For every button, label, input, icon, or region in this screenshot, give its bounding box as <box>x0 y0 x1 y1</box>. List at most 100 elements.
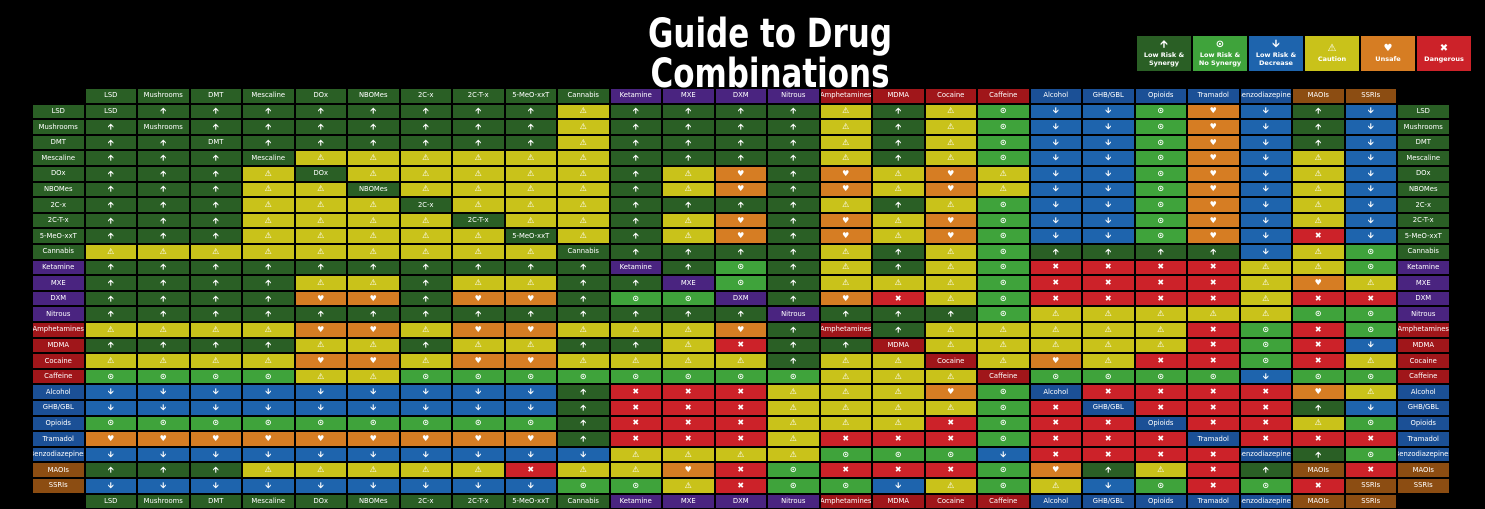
interaction-cell: 🡫 <box>1239 212 1292 229</box>
interaction-cell: 🡩 <box>609 197 662 213</box>
interaction-cell: ♥ <box>189 431 242 447</box>
interaction-cell: ⊙ <box>662 368 715 385</box>
interaction-cell: ⚠ <box>819 259 872 276</box>
interaction-cell: ♥ <box>1187 166 1240 182</box>
interaction-cell: ✖ <box>1187 337 1240 354</box>
interaction-cell: 🡩 <box>714 150 767 166</box>
interaction-cell: ♥ <box>504 322 557 338</box>
interaction-cell: 🡩 <box>557 275 610 291</box>
legend-item: ♥ Unsafe <box>1361 36 1415 71</box>
interaction-cell: ♥ <box>1292 275 1345 291</box>
interaction-cell: ⚠ <box>294 462 347 478</box>
interaction-cell: ⚠ <box>872 384 925 400</box>
interaction-cell: ⚠ <box>1292 259 1345 276</box>
interaction-cell: 🡩 <box>84 228 137 244</box>
interaction-cell: ⚠ <box>399 181 452 198</box>
row-label-left: 2C-T-x <box>32 212 85 229</box>
interaction-cell: ✖ <box>609 431 662 447</box>
interaction-cell: ⚠ <box>452 337 505 354</box>
column-header: 2C-T-x <box>452 88 505 104</box>
interaction-cell: ⚠ <box>872 400 925 416</box>
interaction-cell: ✖ <box>1344 290 1397 307</box>
interaction-cell: ⚠ <box>1344 275 1397 291</box>
column-footer: DMT <box>189 493 242 509</box>
interaction-cell: ⚠ <box>924 119 977 135</box>
column-header: Caffeine <box>977 88 1030 104</box>
interaction-cell: 🡫 <box>452 400 505 416</box>
interaction-cell: 🡫 <box>452 384 505 400</box>
interaction-cell: ⚠ <box>242 244 295 260</box>
interaction-cell: ✖ <box>1292 431 1345 447</box>
interaction-cell: 🡫 <box>1029 150 1082 166</box>
interaction-cell: 🡩 <box>872 259 925 276</box>
interaction-cell: ⚠ <box>347 368 400 385</box>
interaction-cell: ♥ <box>1029 353 1082 369</box>
interaction-cell: 🡩 <box>189 275 242 291</box>
interaction-cell: ✖ <box>1134 259 1187 276</box>
interaction-cell: ⊙ <box>819 446 872 463</box>
interaction-cell: 🡩 <box>819 306 872 322</box>
interaction-cell: 🡫 <box>1344 228 1397 244</box>
interaction-cell: ⚠ <box>767 415 820 432</box>
interaction-cell: ⚠ <box>504 275 557 291</box>
interaction-cell: ✖ <box>1082 384 1135 400</box>
column-header: LSD <box>84 88 137 104</box>
diagonal-cell: DMT <box>189 134 242 151</box>
interaction-cell: 🡩 <box>609 103 662 120</box>
interaction-cell: 🡫 <box>1239 134 1292 151</box>
interaction-cell: 🡩 <box>84 290 137 307</box>
interaction-cell: 🡩 <box>399 103 452 120</box>
interaction-cell: 🡩 <box>242 119 295 135</box>
interaction-cell: 🡫 <box>84 400 137 416</box>
interaction-cell: ⊙ <box>977 400 1030 416</box>
interaction-cell: 🡩 <box>609 166 662 182</box>
interaction-cell: 🡩 <box>767 322 820 338</box>
legend-item: ⊙ Low Risk & No Synergy <box>1193 36 1247 71</box>
interaction-cell: ⚠ <box>819 244 872 260</box>
diagonal-cell: Mescaline <box>242 150 295 166</box>
interaction-cell: ✖ <box>1029 259 1082 276</box>
row-label-left: Cocaine <box>32 353 85 369</box>
column-header: Benzodiazepines <box>1239 88 1292 104</box>
interaction-cell: ⊙ <box>84 415 137 432</box>
interaction-cell: ⊙ <box>557 478 610 494</box>
column-header: MXE <box>662 88 715 104</box>
interaction-cell: ⚠ <box>399 228 452 244</box>
interaction-cell: 🡫 <box>294 400 347 416</box>
interaction-cell: ⊙ <box>1292 368 1345 385</box>
interaction-cell: 🡩 <box>242 259 295 276</box>
interaction-cell: ✖ <box>1029 400 1082 416</box>
interaction-cell: 🡫 <box>137 446 190 463</box>
interaction-cell: ✖ <box>924 431 977 447</box>
interaction-cell: 🡩 <box>767 103 820 120</box>
interaction-cell: 🡫 <box>1239 103 1292 120</box>
interaction-cell: 🡫 <box>1082 212 1135 229</box>
diagonal-cell: Cannabis <box>557 244 610 260</box>
interaction-cell: ⚠ <box>557 134 610 151</box>
legend-item: ✖ Dangerous <box>1417 36 1471 71</box>
interaction-cell: 🡩 <box>189 119 242 135</box>
interaction-cell: 🡩 <box>767 119 820 135</box>
page-title: Guide to Drug Combinations <box>648 11 892 97</box>
interaction-cell: ⚠ <box>1292 166 1345 182</box>
interaction-cell: 🡩 <box>662 244 715 260</box>
interaction-cell: 🡩 <box>504 306 557 322</box>
row-label-left: Mescaline <box>32 150 85 166</box>
interaction-cell: 🡫 <box>399 400 452 416</box>
interaction-cell: 🡫 <box>294 478 347 494</box>
interaction-cell: ⊙ <box>977 244 1030 260</box>
interaction-cell: ⚠ <box>1187 306 1240 322</box>
column-footer: Amphetamines <box>819 493 872 509</box>
interaction-cell: ⊙ <box>1134 134 1187 151</box>
interaction-cell: 🡩 <box>84 119 137 135</box>
interaction-cell: 🡩 <box>137 103 190 120</box>
interaction-cell: 🡩 <box>767 259 820 276</box>
interaction-cell: 🡫 <box>189 400 242 416</box>
interaction-cell: 🡫 <box>1239 228 1292 244</box>
row-label-right: Opioids <box>1397 415 1450 432</box>
interaction-cell: ⊙ <box>819 478 872 494</box>
interaction-cell: ⚠ <box>347 212 400 229</box>
interaction-cell: ✖ <box>1344 462 1397 478</box>
interaction-cell: ⊙ <box>504 368 557 385</box>
interaction-cell: ⚠ <box>1082 337 1135 354</box>
